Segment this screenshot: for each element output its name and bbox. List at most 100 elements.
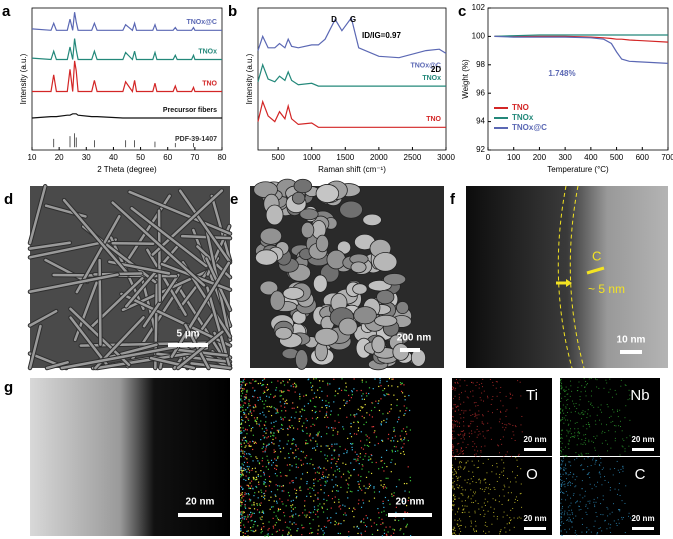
eds-dot: [466, 396, 468, 398]
eds-dot: [608, 523, 610, 525]
eds-dot: [566, 399, 568, 401]
eds-dot: [478, 387, 480, 389]
y-tick-label: 96: [476, 88, 485, 97]
eds-dot: [252, 406, 254, 408]
eds-dot: [251, 504, 253, 506]
series-label: PDF-39-1407: [175, 136, 217, 143]
eds-dot: [483, 530, 485, 532]
eds-dot: [505, 395, 507, 397]
eds-dot: [362, 393, 364, 395]
eds-dot: [243, 381, 245, 383]
eds-dot: [348, 477, 350, 479]
eds-dot: [252, 526, 254, 528]
x-tick-label: 3000: [437, 153, 455, 162]
eds-dot: [270, 491, 273, 493]
eds-dot: [595, 423, 597, 425]
eds-dot: [323, 492, 325, 494]
eds-dot: [310, 440, 312, 442]
eds-dot: [249, 527, 252, 529]
eds-dot: [457, 421, 459, 423]
eds-dot: [313, 378, 315, 380]
eds-dot: [487, 458, 489, 460]
eds-dot: [276, 465, 278, 467]
eds-dot: [247, 530, 249, 532]
x-tick-label: 20: [55, 153, 64, 162]
eds-dot: [295, 477, 297, 479]
eds-dot: [255, 442, 257, 444]
eds-dot: [596, 414, 598, 416]
eds-dot: [243, 524, 245, 526]
layer-edge: [569, 185, 585, 369]
eds-dot: [566, 393, 568, 395]
eds-dot: [482, 378, 484, 380]
eds-dot: [297, 428, 299, 430]
eds-dot: [590, 378, 592, 380]
eds-dot: [307, 442, 309, 445]
fiber: [28, 185, 47, 245]
eds-dot: [361, 468, 363, 470]
eds-dot: [475, 402, 477, 404]
eds-dot: [473, 464, 475, 466]
eds-dot: [452, 487, 454, 489]
eds-dot: [357, 430, 359, 432]
eds-dot: [568, 439, 570, 441]
eds-dot: [353, 507, 355, 509]
eds-dot: [467, 397, 469, 399]
eds-dot: [453, 504, 455, 506]
eds-dot: [573, 403, 575, 405]
eds-dot: [319, 396, 321, 399]
eds-dot: [612, 420, 614, 422]
eds-dot: [393, 430, 395, 432]
eds-dot: [315, 513, 317, 516]
eds-dot: [578, 454, 580, 456]
eds-dot: [243, 430, 245, 432]
eds-dot: [409, 429, 411, 431]
element-label: Nb: [630, 387, 649, 404]
eds-dot: [563, 512, 565, 514]
eds-dot: [298, 514, 301, 517]
eds-dot: [253, 503, 255, 505]
eds-dot: [616, 524, 618, 526]
eds-dot: [469, 516, 471, 518]
eds-dot: [509, 481, 511, 483]
eds-dot: [246, 471, 248, 473]
eds-dot: [288, 527, 290, 529]
eds-dot: [498, 501, 500, 503]
eds-dot: [481, 506, 483, 508]
eds-dot: [334, 395, 336, 397]
eds-dot: [520, 395, 522, 397]
eds-dot: [578, 404, 580, 406]
eds-dot: [328, 448, 330, 450]
eds-dot: [293, 457, 296, 459]
eds-dot: [404, 413, 406, 415]
eds-dot: [458, 442, 460, 444]
eds-dot: [485, 487, 487, 489]
eds-dot: [291, 523, 293, 525]
eds-dot: [348, 471, 350, 474]
eds-dot: [368, 387, 371, 389]
eds-dot: [254, 380, 256, 383]
eds-dot: [598, 387, 600, 389]
eds-dot: [380, 460, 382, 462]
eds-dot: [590, 403, 592, 405]
eds-dot: [340, 523, 342, 525]
eds-dot: [262, 451, 264, 453]
eds-dot: [397, 450, 399, 452]
eds-dot: [603, 387, 605, 389]
eds-dot: [329, 414, 332, 416]
eds-dot: [244, 506, 246, 508]
eds-dot: [273, 421, 275, 423]
eds-dot: [245, 396, 247, 398]
eds-dot: [347, 483, 349, 485]
eds-dot: [604, 475, 606, 477]
eds-dot: [395, 511, 397, 513]
eds-dot: [350, 462, 352, 464]
eds-dot: [613, 520, 615, 522]
sem-image: [250, 178, 444, 371]
eds-dot: [599, 465, 601, 467]
series-line: [257, 99, 446, 128]
eds-dot: [406, 512, 409, 514]
scale-bar: [168, 343, 208, 347]
eds-dot: [362, 502, 365, 504]
eds-dot: [362, 458, 364, 460]
